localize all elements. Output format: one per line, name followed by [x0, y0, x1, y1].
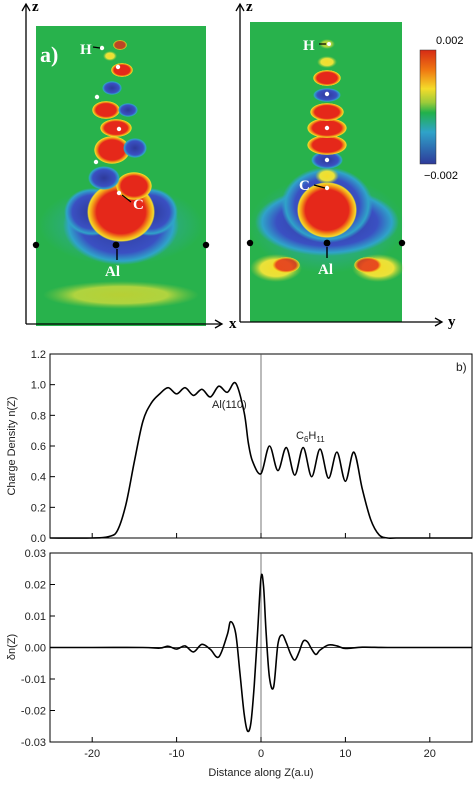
annotation-c6h11-part: C [296, 430, 304, 442]
y-tick-label: 1.2 [31, 349, 46, 361]
h-atom-label-y: H [303, 38, 315, 54]
y-tick-label: -0.02 [21, 706, 46, 718]
z-axis-label-left: z [32, 0, 39, 15]
axis-arrows-left: z x [21, 0, 237, 332]
y-tick-label: 0.03 [25, 548, 46, 560]
y-tick-label: 1.0 [31, 380, 46, 392]
y-tick-label: 0.8 [31, 410, 46, 422]
annotation-c6h11-part: H [308, 430, 316, 442]
y-axis-label: y [448, 314, 456, 330]
x-tick-label: 20 [424, 748, 436, 760]
colorbar: 0.002 −0.002 [419, 35, 464, 182]
c-atom-label-x: C [133, 197, 144, 213]
y-tick-label: 0.02 [25, 580, 46, 592]
colorbar-max-label: 0.002 [436, 35, 464, 47]
panel-b-label: b) [456, 360, 467, 374]
x-tick-label: -10 [169, 748, 185, 760]
x-axis-title: Distance along Z(a.u) [208, 767, 313, 779]
y-tick-label: 0.4 [31, 472, 46, 484]
al-atom-label-y: Al [318, 262, 333, 278]
al-atom-marker [112, 241, 120, 249]
y-tick-label: 0.0 [31, 533, 46, 545]
al-atom-marker [323, 239, 331, 247]
series-line [49, 381, 472, 540]
panel-a-label: a) [40, 42, 58, 67]
y-axis-title: δn(Z) [6, 634, 18, 660]
c-atom-label-y: C [299, 178, 310, 194]
y-axis-title: Charge Density n(Z) [6, 396, 18, 495]
y-tick-label: -0.03 [21, 737, 46, 749]
y-tick-label: 0.2 [31, 502, 46, 514]
charge-map-xz: a) H C Al [32, 26, 210, 326]
delta-n-chart: δn(Z) Distance along Z(a.u) -0.03 -0.02 -0… [6, 548, 473, 779]
axis-arrows-right: z y [235, 0, 456, 330]
annotation-al110: Al(110) [212, 399, 247, 411]
annotation-c6h11-part: 6 [304, 435, 309, 444]
y-tick-label: -0.01 [21, 674, 46, 686]
colorbar-min-label: −0.002 [424, 170, 458, 182]
charge-density-chart: b) Charge Density n(Z) Al(110) C6H11 0.0… [6, 349, 473, 545]
y-tick-label: 0.00 [25, 643, 46, 655]
x-tick-label: 10 [339, 748, 351, 760]
y-tick-label: 0.6 [31, 441, 46, 453]
x-tick-label: -20 [84, 748, 100, 760]
z-axis-label-right: z [246, 0, 253, 15]
annotation-c6h11-part: 11 [316, 435, 325, 444]
y-tick-label: 0.01 [25, 611, 46, 623]
annotation-c6h11: C6H11 [296, 430, 325, 444]
h-atom-label-x: H [80, 42, 92, 58]
al-atom-label-x: Al [105, 264, 120, 280]
x-tick-label: 0 [258, 748, 264, 760]
x-axis-label: x [229, 316, 237, 332]
charge-map-yz: H C Al [246, 22, 406, 322]
series-line [49, 573, 472, 733]
